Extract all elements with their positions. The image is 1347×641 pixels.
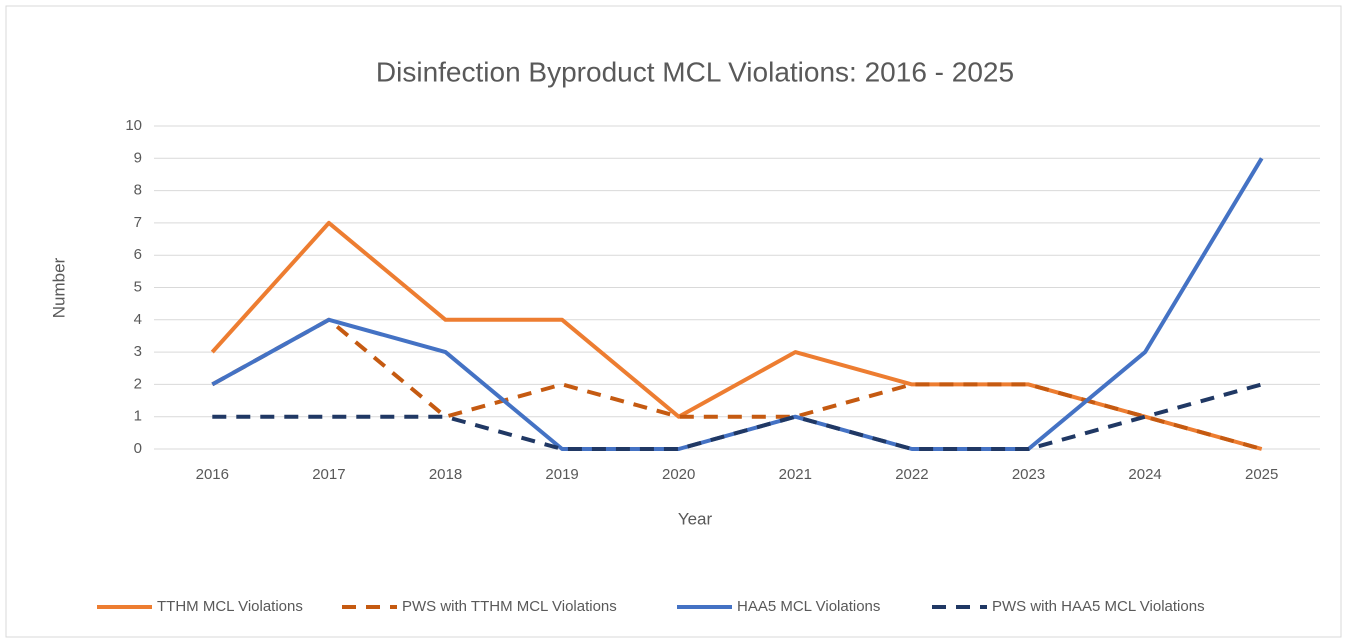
x-tick-label: 2021: [779, 466, 812, 483]
legend-label: TTHM MCL Violations: [157, 598, 303, 615]
x-tick-label: 2022: [895, 466, 928, 483]
x-tick-label: 2019: [545, 466, 578, 483]
x-tick-label: 2025: [1245, 466, 1278, 483]
y-tick-label: 7: [134, 214, 142, 231]
y-tick-label: 10: [125, 117, 142, 134]
y-tick-label: 1: [134, 408, 142, 425]
legend-label: PWS with TTHM MCL Violations: [402, 598, 617, 615]
series-line: [212, 382, 1263, 451]
y-axis-label: Number: [49, 257, 68, 318]
y-tick-label: 6: [134, 246, 142, 263]
chart-title: Disinfection Byproduct MCL Violations: 2…: [376, 56, 1014, 87]
x-tick-label: 2018: [429, 466, 462, 483]
y-tick-label: 2: [134, 375, 142, 392]
x-tick-label: 2020: [662, 466, 695, 483]
x-tick-label: 2023: [1012, 466, 1045, 483]
legend-label: HAA5 MCL Violations: [737, 598, 880, 615]
y-tick-label: 5: [134, 278, 142, 295]
legend-label: PWS with HAA5 MCL Violations: [992, 598, 1205, 615]
x-tick-label: 2024: [1128, 466, 1161, 483]
y-tick-label: 0: [134, 440, 142, 457]
y-tick-label: 4: [134, 311, 142, 328]
chart-border: [5, 5, 1342, 638]
x-axis-label: Year: [678, 509, 713, 528]
y-tick-label: 3: [134, 343, 142, 360]
x-tick-label: 2017: [312, 466, 345, 483]
y-tick-label: 8: [134, 182, 142, 199]
x-tick-label: 2016: [196, 466, 229, 483]
y-tick-label: 9: [134, 149, 142, 166]
